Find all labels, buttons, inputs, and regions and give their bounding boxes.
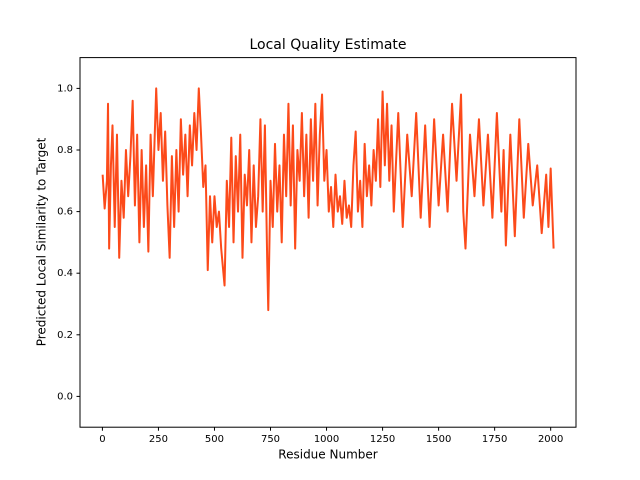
x-tick-label: 1750 xyxy=(482,434,507,445)
x-tick-label: 1000 xyxy=(314,434,339,445)
y-axis-label: Predicted Local Similarity to Target xyxy=(35,137,49,346)
x-tick-label: 1500 xyxy=(426,434,451,445)
x-tick-label: 2000 xyxy=(538,434,563,445)
y-tick-label: 1.0 xyxy=(57,83,73,94)
x-tick-label: 250 xyxy=(149,434,168,445)
x-tick-label: 750 xyxy=(261,434,280,445)
y-tick-label: 0.4 xyxy=(57,268,73,279)
y-tick-label: 0.2 xyxy=(57,330,73,341)
x-tick-label: 1250 xyxy=(370,434,395,445)
data-line xyxy=(101,87,555,312)
y-tick-label: 0.6 xyxy=(57,207,73,218)
x-tick-label: 0 xyxy=(99,434,105,445)
y-tick-label: 0.8 xyxy=(57,145,73,156)
chart-title: Local Quality Estimate xyxy=(249,37,406,53)
y-tick-label: 0.0 xyxy=(57,391,73,402)
x-axis-label: Residue Number xyxy=(278,448,377,462)
x-tick-label: 500 xyxy=(205,434,224,445)
plot-frame xyxy=(79,57,577,428)
